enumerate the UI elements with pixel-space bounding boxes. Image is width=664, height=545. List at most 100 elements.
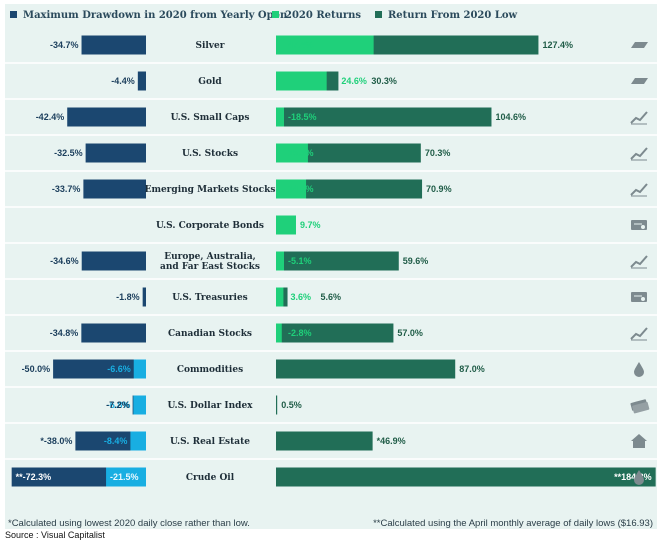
category-label: U.S. Stocks <box>182 149 238 159</box>
category-label: Europe, Australia, <box>164 252 256 262</box>
return-from-low-label: *46.9% <box>377 436 406 446</box>
footnote-right: **Calculated using the April monthly ave… <box>373 518 653 529</box>
return-from-low-bar <box>276 143 421 163</box>
category-label: and Far East Stocks <box>160 262 260 272</box>
return-from-low-bar <box>276 395 278 415</box>
legend-returns-label: 2020 Returns <box>285 10 362 21</box>
return-from-low-label: 70.3% <box>425 148 451 158</box>
drawdown-label: -4.4% <box>111 76 135 86</box>
drawdown-label: -50.0% <box>22 364 51 374</box>
returns-bar <box>276 287 284 307</box>
drawdown-bar <box>81 251 146 271</box>
trend-up-icon <box>630 147 648 161</box>
category-label: Crude Oil <box>186 473 235 483</box>
bond-icon <box>631 220 647 230</box>
return-label: 9.7% <box>300 220 321 230</box>
trend-up-icon <box>630 111 648 125</box>
return-from-low-label: 127.4% <box>542 40 573 50</box>
drawdown-bar <box>53 359 146 379</box>
drawdown-bar <box>142 287 146 307</box>
returns-bar <box>276 71 327 91</box>
return-label: 24.6% <box>341 76 367 86</box>
category-label: U.S. Small Caps <box>171 113 250 123</box>
returns-bar <box>276 215 296 235</box>
return-from-low-bar <box>276 107 492 127</box>
return-label: 14.6% <box>288 184 314 194</box>
legend: Maximum Drawdown in 2020 from Yearly Ope… <box>5 4 657 26</box>
return-from-low-label: 70.9% <box>426 184 452 194</box>
legend-drawdown: Maximum Drawdown in 2020 from Yearly Ope… <box>10 10 287 21</box>
return-label: -2.8% <box>288 328 312 338</box>
house-icon <box>631 434 647 448</box>
legend-low-swatch <box>375 11 382 18</box>
category-label: U.S. Treasuries <box>172 293 248 303</box>
returns-bar <box>276 107 284 127</box>
legend-returns: 2020 Returns <box>272 10 361 21</box>
drawdown-label: -32.5% <box>54 148 83 158</box>
return-from-low-bar <box>276 323 394 343</box>
drawdown-label: -34.6% <box>50 256 79 266</box>
legend-low-label: Return From 2020 Low <box>388 10 518 21</box>
drawdown-bar <box>81 323 146 343</box>
returns-bar <box>276 143 308 163</box>
drawdown-bar <box>83 179 146 199</box>
bar-icon <box>631 42 648 48</box>
return-from-low-label: 104.6% <box>495 112 526 122</box>
category-label: U.S. Corporate Bonds <box>156 221 264 231</box>
return-label: -6.6% <box>107 364 131 374</box>
return-from-low-label: 57.0% <box>397 328 423 338</box>
return-from-low-bar <box>276 467 656 487</box>
return-from-low-label: 0.5% <box>281 400 302 410</box>
drawdown-label: -7.2% <box>106 400 130 410</box>
cash-icon <box>630 399 650 414</box>
negative-return-bar <box>133 395 146 415</box>
returns-bar <box>276 179 307 199</box>
return-from-low-bar <box>276 359 456 379</box>
trend-up-icon <box>630 183 648 197</box>
drawdown-bar <box>85 143 146 163</box>
return-label: -21.5% <box>110 472 139 482</box>
bond-icon <box>631 292 647 302</box>
drawdown-label: -34.7% <box>50 40 79 50</box>
legend-returns-swatch <box>272 11 279 18</box>
category-label: Gold <box>198 77 222 87</box>
return-from-low-label: 87.0% <box>459 364 485 374</box>
category-label: Canadian Stocks <box>168 329 252 339</box>
return-from-low-label: 59.6% <box>403 256 429 266</box>
drop-icon <box>634 362 644 377</box>
return-from-low-bar <box>276 179 423 199</box>
drawdown-label: -34.8% <box>50 328 79 338</box>
legend-low: Return From 2020 Low <box>375 10 517 21</box>
drawdown-label: -1.8% <box>116 292 140 302</box>
category-label: Commodities <box>177 365 243 375</box>
return-from-low-label: **184.3% <box>614 472 652 482</box>
returns-bar <box>276 35 374 55</box>
return-label: 47.4% <box>288 40 314 50</box>
trend-up-icon <box>630 255 648 269</box>
negative-return-bar <box>106 467 146 487</box>
drawdown-label: -42.4% <box>36 112 65 122</box>
returns-bar <box>276 323 282 343</box>
trend-up-icon <box>630 327 648 341</box>
return-label: -8.4% <box>104 436 128 446</box>
drop-icon <box>634 470 644 485</box>
return-label: -18.5% <box>288 112 317 122</box>
return-label: -6.8% <box>107 400 131 410</box>
category-label: U.S. Dollar Index <box>167 401 253 411</box>
category-label: Silver <box>195 41 224 51</box>
drawdown-label: *-38.0% <box>40 436 72 446</box>
source-caption: Source : Visual Capitalist <box>5 530 105 540</box>
legend-drawdown-swatch <box>10 11 17 18</box>
chart-svg: -34.7% Silver 47.4% 127.4% -4.4% Gold 24.6% 30.… <box>5 35 657 487</box>
drawdown-bar <box>81 35 146 55</box>
returns-bar <box>276 251 284 271</box>
category-label: Emerging Markets Stocks <box>145 185 276 195</box>
legend-drawdown-label: Maximum Drawdown in 2020 from Yearly Ope… <box>23 10 288 21</box>
footnote-left: *Calculated using lowest 2020 daily clos… <box>8 518 250 529</box>
return-label: -5.1% <box>288 256 312 266</box>
bar-icon <box>631 78 648 84</box>
return-from-low-label: 30.3% <box>371 76 397 86</box>
negative-return-bar <box>130 431 146 451</box>
drawdown-bar <box>137 71 146 91</box>
drawdown-label: -33.7% <box>52 184 81 194</box>
